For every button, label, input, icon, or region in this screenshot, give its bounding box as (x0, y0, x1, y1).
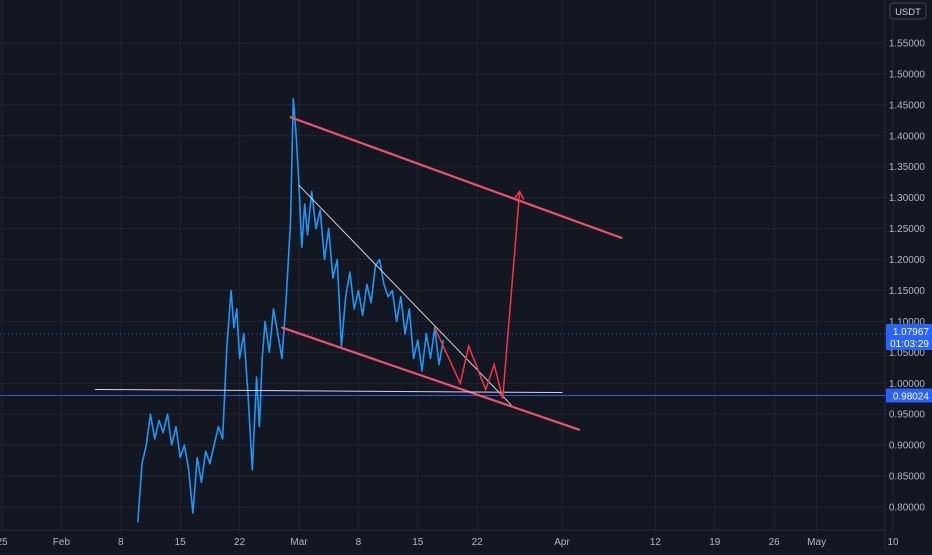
date-tick-label: Apr (554, 537, 570, 548)
grid (0, 0, 894, 530)
price-tick-label: 1.10000 (889, 317, 926, 328)
price-line (137, 97, 445, 523)
price-tick-label: 1.35000 (889, 162, 926, 173)
price-tick-label: 1.45000 (889, 100, 926, 111)
price-marker-value: 1.07967 (893, 327, 930, 338)
date-axis[interactable]: 25 Feb 8 15 22 Mar 8 15 22 Apr 12 19 26 May 10 (0, 537, 899, 548)
date-tick-label: 26 (769, 537, 781, 548)
price-tick-label: 0.90000 (889, 441, 926, 452)
date-tick-label: Mar (290, 537, 308, 548)
currency-badge-label: USDT (895, 7, 921, 18)
price-tick-label: 1.00000 (889, 379, 926, 390)
price-marker-badge (886, 323, 932, 350)
date-tick-label: 22 (472, 537, 484, 548)
date-tick-label: 15 (412, 537, 424, 548)
price-tick-label: 1.30000 (889, 193, 926, 204)
wedge-upper-trendline[interactable] (298, 184, 512, 406)
price-tick-label: 1.15000 (889, 286, 926, 297)
upper-channel-line[interactable] (289, 116, 623, 239)
price-tick-label: 1.50000 (889, 69, 926, 80)
price-marker-lines (0, 333, 885, 396)
price-marker-badge (886, 388, 932, 403)
date-tick-label: 25 (0, 537, 8, 548)
price-tick-label: 0.85000 (889, 472, 926, 483)
date-tick-label: 19 (709, 537, 721, 548)
date-tick-label: 8 (118, 537, 124, 548)
currency-badge[interactable]: USDT (889, 2, 927, 20)
date-tick-label: May (807, 537, 826, 548)
price-tick-label: 1.20000 (889, 255, 926, 266)
price-tick-label: 0.95000 (889, 410, 926, 421)
price-tick-label: 0.80000 (889, 503, 926, 514)
date-tick-label: 8 (356, 537, 362, 548)
date-tick-label: 10 (887, 537, 899, 548)
projected-path[interactable] (434, 191, 521, 399)
date-tick-label: Feb (53, 537, 71, 548)
bar-countdown: 01:03:29 (890, 339, 929, 350)
price-tick-label: 1.05000 (889, 348, 926, 359)
date-tick-label: 15 (175, 537, 187, 548)
trend-drawings[interactable] (94, 116, 623, 431)
date-tick-label: 22 (234, 537, 246, 548)
price-axis[interactable]: 1.55000 1.50000 1.45000 1.40000 1.35000 1.300… (889, 39, 926, 514)
horizontal-support-line[interactable] (94, 388, 563, 394)
axes (0, 0, 886, 550)
price-tick-label: 1.55000 (889, 39, 926, 50)
date-tick-label: 12 (650, 537, 662, 548)
projected-path-arrowhead (513, 190, 525, 200)
price-tick-label: 1.40000 (889, 131, 926, 142)
price-series (137, 97, 445, 523)
price-tick-label: 1.25000 (889, 224, 926, 235)
price-marker-value: 0.98024 (893, 391, 930, 402)
lower-channel-line[interactable] (280, 326, 581, 431)
